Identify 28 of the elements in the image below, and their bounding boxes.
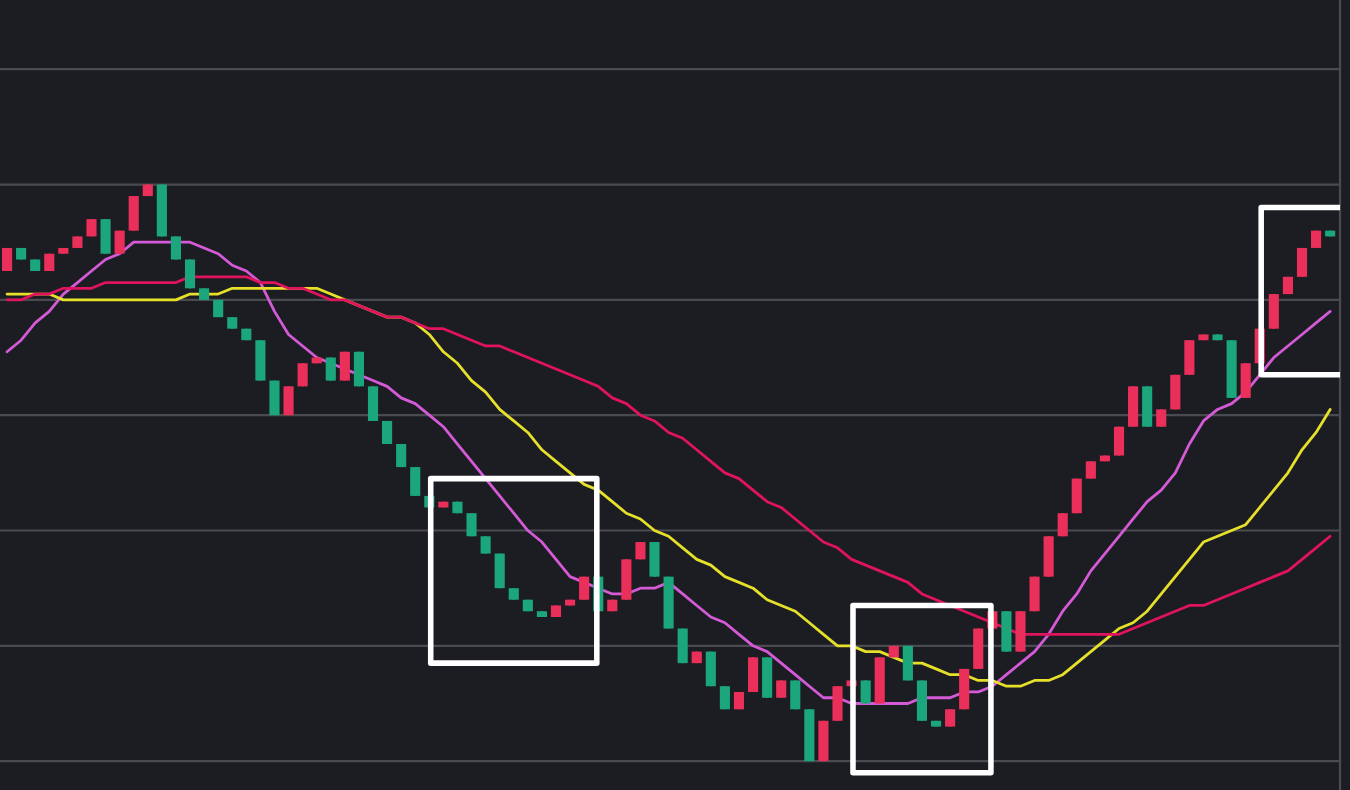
candlestick <box>100 217 111 256</box>
candlestick <box>128 194 139 233</box>
candlestick <box>1268 292 1279 331</box>
candlestick <box>339 350 350 382</box>
candlestick <box>747 655 759 694</box>
candlestick <box>1113 425 1125 457</box>
candlestick <box>1296 246 1308 279</box>
candlestick <box>1240 361 1251 400</box>
candlestick <box>762 655 773 700</box>
candlestick <box>1015 609 1026 653</box>
candlestick <box>1184 338 1195 377</box>
candlestick <box>410 465 421 498</box>
candlestick <box>1043 534 1054 579</box>
candlestick <box>283 384 294 417</box>
candlestick <box>1142 384 1153 429</box>
candlestick <box>860 679 871 705</box>
candlestick <box>790 679 801 711</box>
candlestick <box>874 655 885 705</box>
candlestick <box>916 679 928 723</box>
candlestick <box>255 338 266 382</box>
candlestick <box>1128 384 1139 429</box>
candlestick <box>832 684 843 723</box>
candlestick <box>1001 609 1012 653</box>
candlestick <box>367 384 379 423</box>
candlestick <box>973 627 984 671</box>
candlestick <box>621 557 632 602</box>
candlestick <box>649 540 660 579</box>
candlestick <box>184 258 196 290</box>
